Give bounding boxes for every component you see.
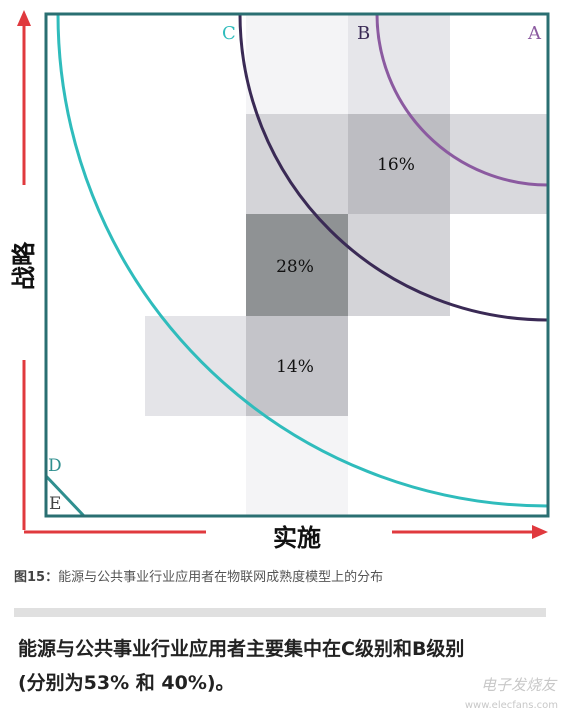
summary-text: 能源与公共事业行业应用者主要集中在C级别和B级别 (分别为53% 和 40%)。 xyxy=(18,632,558,700)
zone-label-d: D xyxy=(48,456,62,476)
cell-value-28: 28% xyxy=(276,257,314,277)
heat-cell xyxy=(145,316,246,416)
heatmap-grid xyxy=(145,14,548,516)
zone-b-arc xyxy=(238,13,549,322)
zone-label-e: E xyxy=(49,494,61,514)
heat-cell xyxy=(246,14,348,114)
zone-a-arc xyxy=(375,13,549,187)
cell-value-14: 14% xyxy=(276,357,314,377)
summary-line-2: (分别为53% 和 40%)。 xyxy=(18,672,235,694)
zone-label-c: C xyxy=(222,23,236,44)
y-axis-arrow xyxy=(17,10,31,530)
diagram-frame xyxy=(44,12,550,518)
watermark-url: www.elecfans.com xyxy=(464,700,558,711)
heat-cell xyxy=(348,114,450,214)
figure-caption-prefix: 图15： xyxy=(14,570,59,585)
heat-cell xyxy=(246,316,348,416)
zone-c-arc xyxy=(56,13,549,508)
summary-line-1: 能源与公共事业行业应用者主要集中在C级别和B级别 xyxy=(18,638,465,660)
x-axis-label: 实施 xyxy=(273,524,321,552)
maturity-diagram: 战略 实施 A B C D E 16% 28% 14% xyxy=(10,10,550,552)
cell-value-16: 16% xyxy=(377,155,415,175)
figure-caption: 图15：能源与公共事业行业应用者在物联网成熟度模型上的分布 xyxy=(14,566,383,585)
zone-d-line xyxy=(44,474,86,518)
figure-caption-text: 能源与公共事业行业应用者在物联网成熟度模型上的分布 xyxy=(58,570,384,585)
divider xyxy=(14,608,546,617)
watermark-logo: 电子发烧友 xyxy=(480,676,556,694)
heat-cell xyxy=(348,214,450,316)
x-axis-arrow xyxy=(24,525,548,539)
heat-cell xyxy=(246,416,348,516)
zone-label-b: B xyxy=(357,23,370,44)
y-axis-label: 战略 xyxy=(10,241,38,290)
zone-label-a: A xyxy=(527,23,542,44)
